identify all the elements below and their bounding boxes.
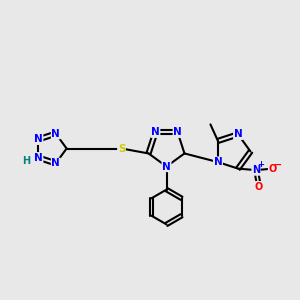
Text: N: N [252, 165, 260, 175]
Text: N: N [173, 127, 182, 137]
Text: N: N [214, 157, 222, 167]
Text: N: N [34, 153, 43, 163]
Text: N: N [34, 134, 43, 144]
Text: O: O [268, 164, 277, 174]
Text: +: + [257, 160, 264, 169]
Text: H: H [22, 156, 30, 166]
Text: N: N [151, 127, 160, 137]
Text: N: N [234, 129, 242, 140]
Text: O: O [255, 182, 263, 192]
Text: N: N [51, 129, 60, 139]
Text: −: − [274, 160, 282, 170]
Text: N: N [51, 158, 60, 168]
Text: N: N [162, 161, 171, 172]
Text: S: S [118, 143, 125, 154]
